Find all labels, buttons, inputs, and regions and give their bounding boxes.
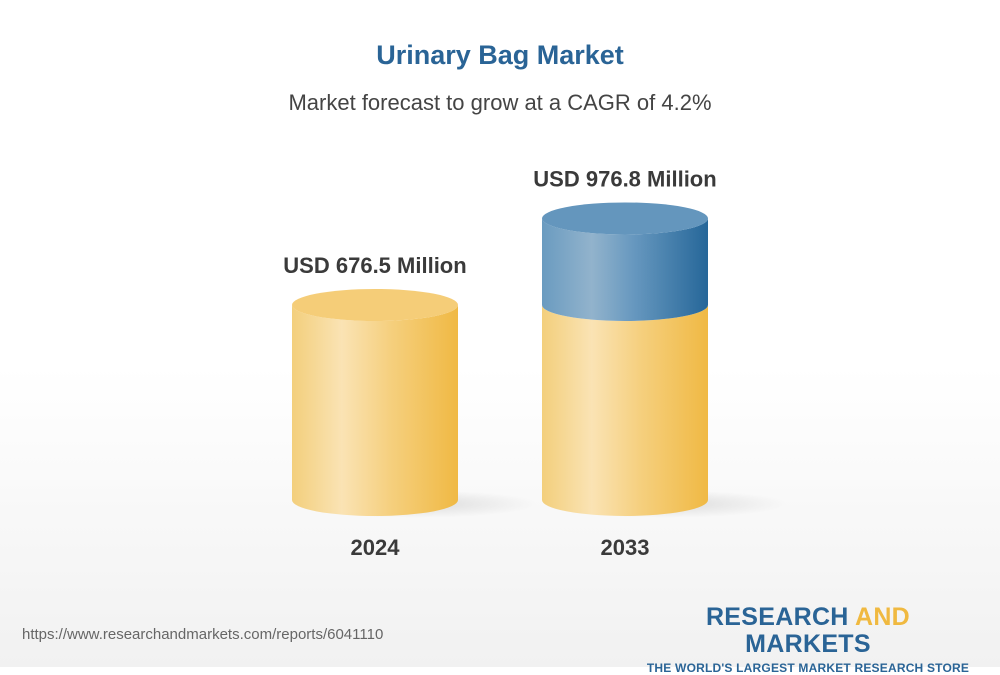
bar-top-2033 [542, 202, 708, 235]
category-label: 2033 [601, 535, 650, 560]
chart-title: Urinary Bag Market [376, 40, 624, 70]
cylinder-chart: USD 676.5 Million 2024 USD 976.8 Million 20… [283, 166, 788, 560]
category-label: 2024 [351, 535, 401, 560]
logo-tagline: THE WORLD'S LARGEST MARKET RESEARCH STOR… [646, 661, 970, 675]
chart-subtitle: Market forecast to grow at a CAGR of 4.2… [288, 90, 712, 115]
bar-top-2024 [292, 289, 458, 321]
source-url[interactable]: https://www.researchandmarkets.com/repor… [22, 626, 384, 643]
logo-text-markets: MARKETS [745, 630, 871, 658]
research-and-markets-logo: RESEARCH AND MARKETS THE WORLD'S LARGEST… [640, 604, 976, 675]
logo-text-and: AND [854, 603, 911, 631]
bar-base-2033 [542, 305, 708, 516]
bar-growth-2033 [542, 218, 708, 321]
data-label: USD 976.8 Million [533, 166, 716, 191]
data-label: USD 676.5 Million [283, 253, 466, 278]
bar-base-2024 [292, 305, 458, 516]
logo-text-research: RESEARCH [705, 603, 855, 631]
